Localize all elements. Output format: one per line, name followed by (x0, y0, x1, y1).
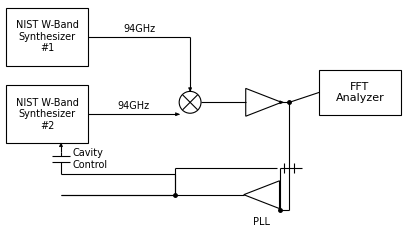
Text: NIST W-Band
Synthesizer
#2: NIST W-Band Synthesizer #2 (16, 98, 79, 131)
Text: Cavity
Control: Cavity Control (73, 148, 108, 170)
Text: PLL: PLL (253, 217, 270, 226)
Bar (6, 85, 88, 143)
Text: 94GHz: 94GHz (123, 24, 155, 34)
Polygon shape (176, 113, 179, 116)
Polygon shape (59, 143, 63, 147)
Text: NIST W-Band
Synthesizer
#1: NIST W-Band Synthesizer #1 (16, 20, 79, 53)
Polygon shape (189, 88, 192, 91)
Text: 94GHz: 94GHz (117, 101, 150, 111)
Polygon shape (280, 101, 283, 104)
Bar (319, 70, 401, 115)
Bar (6, 8, 88, 65)
Text: FFT
Analyzer: FFT Analyzer (336, 82, 384, 103)
